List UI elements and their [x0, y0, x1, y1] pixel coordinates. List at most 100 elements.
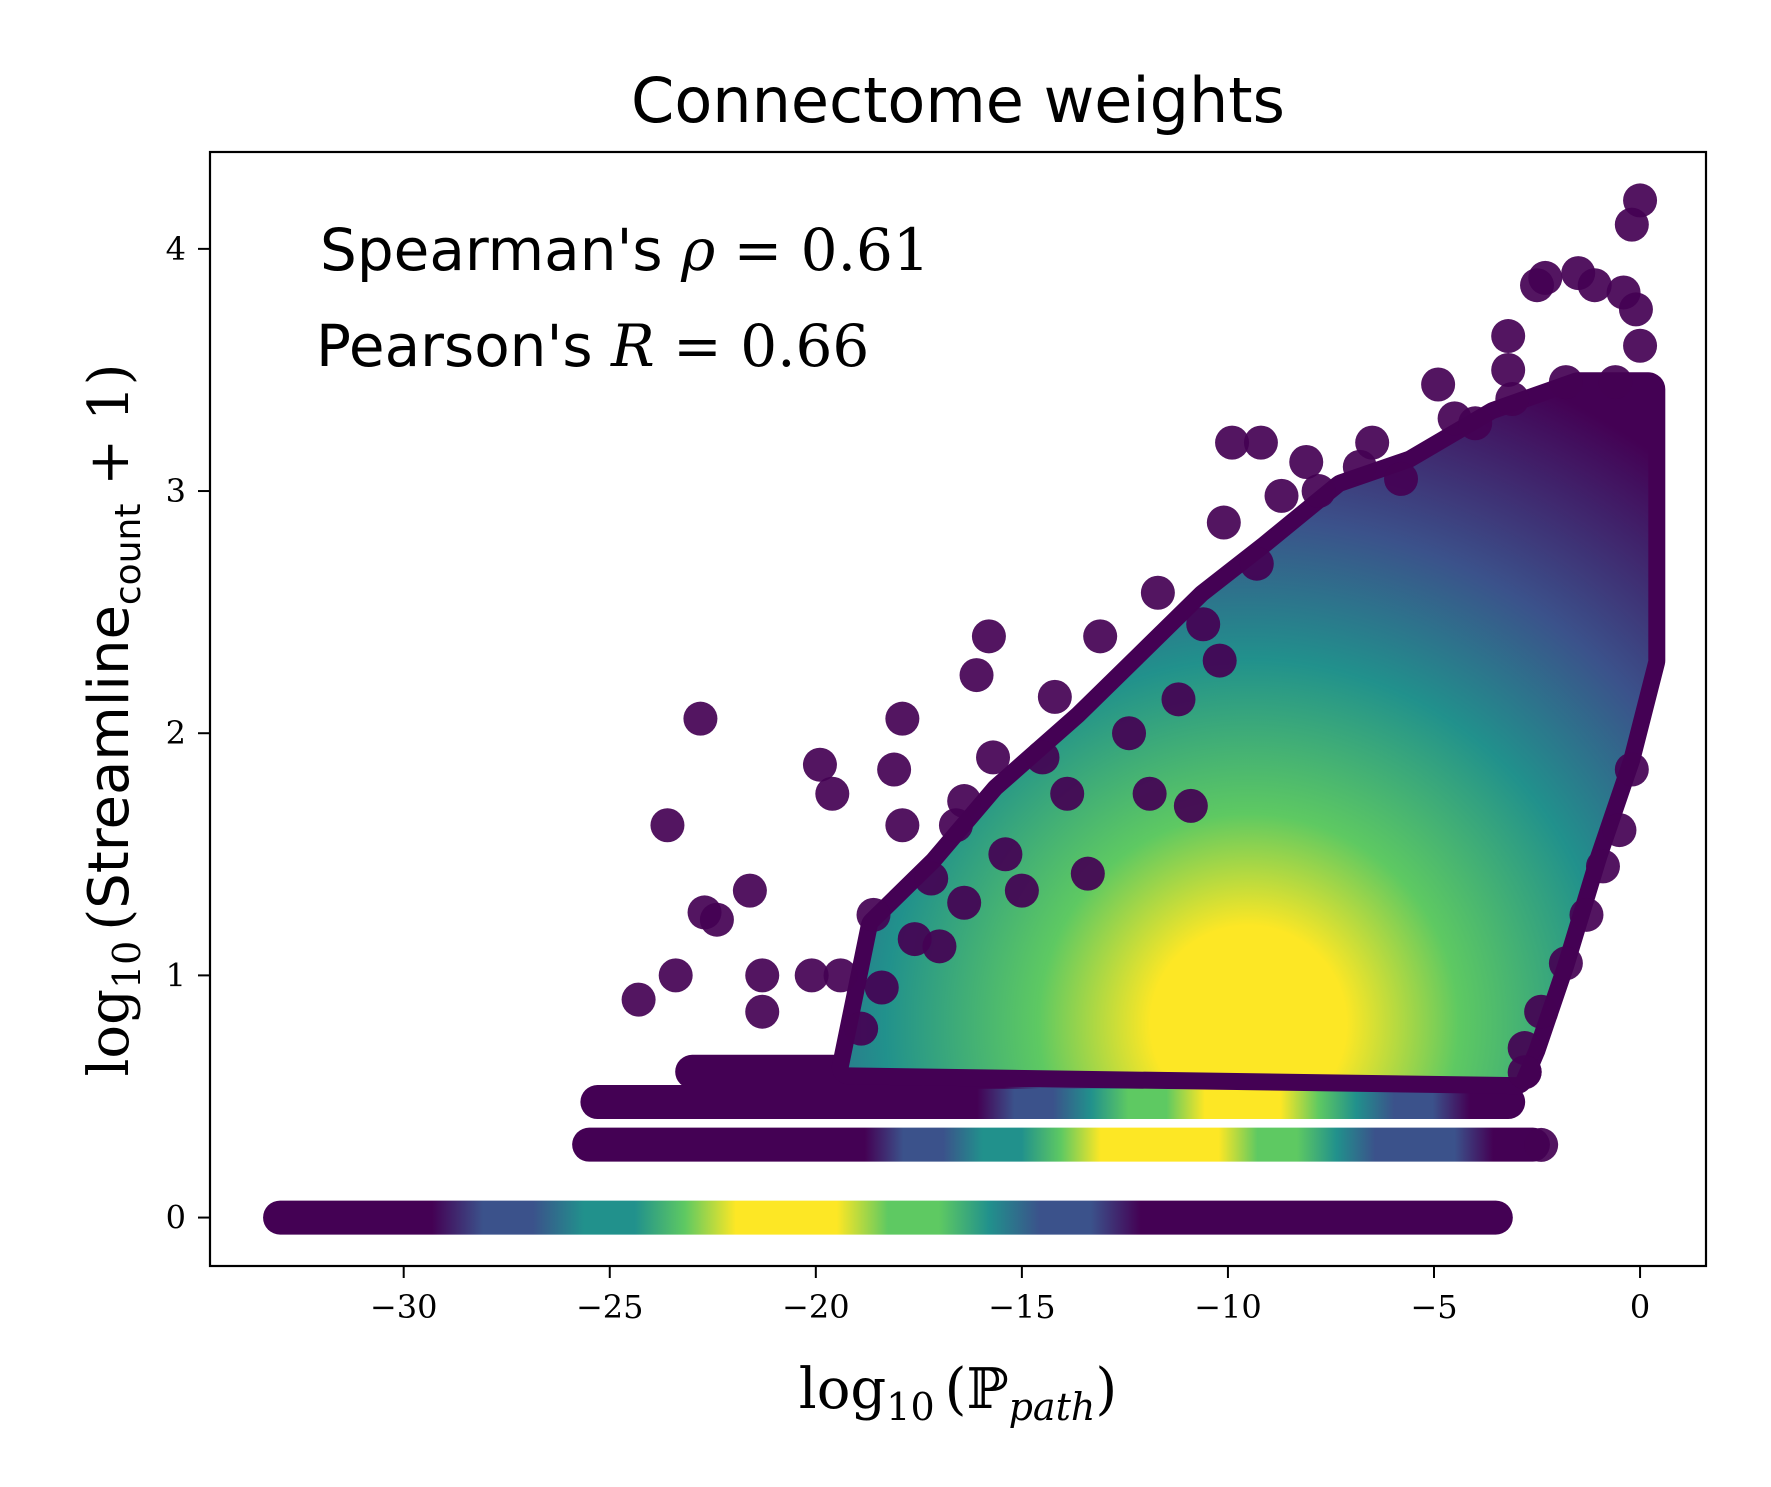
scatter-point [1384, 461, 1419, 496]
scatter-point [1507, 1055, 1542, 1090]
scatter-point [885, 808, 920, 843]
y-axis-label-sub: 10 [105, 941, 149, 989]
scatter-point [971, 619, 1006, 654]
scatter-points [621, 183, 1658, 1162]
scatter-point [1342, 449, 1377, 484]
x-axis-label-prefix: log [799, 1357, 886, 1422]
density-wedge [831, 372, 1666, 1095]
x-tick-label: −15 [988, 1288, 1056, 1326]
scatter-point [856, 897, 891, 932]
scatter-point [1491, 319, 1526, 354]
x-axis-label-open: ( [945, 1357, 967, 1422]
y-axis-label-rest: + 1 [77, 385, 142, 503]
scatter-point [1495, 382, 1530, 417]
scatter-point [1598, 365, 1633, 400]
y-axis-label-word: Streamline [77, 605, 142, 909]
scatter-point [864, 970, 899, 1005]
scatter-point [1025, 740, 1060, 775]
chart-title: Connectome weights [631, 64, 1285, 137]
x-tick-label: 0 [1630, 1288, 1650, 1326]
spearman-value: = 0.61 [715, 216, 930, 284]
scatter-point [1491, 352, 1526, 387]
scatter-point [1202, 643, 1237, 678]
spearman-symbol: ρ [680, 216, 715, 284]
scatter-point [1614, 752, 1649, 787]
plot-area [263, 183, 1666, 1235]
x-tick-label: −20 [782, 1288, 850, 1326]
scatter-point [976, 740, 1011, 775]
scatter-point [699, 902, 734, 937]
y-axis-label: log10 (Streamlinecount + 1) [77, 364, 149, 1077]
scatter-point [621, 982, 656, 1017]
scatter-point [1037, 679, 1072, 714]
pearson-value: = 0.66 [655, 312, 870, 380]
density-band [580, 1085, 1526, 1120]
scatter-point [1239, 546, 1274, 581]
scatter-point [1421, 367, 1456, 402]
scatter-point [1070, 856, 1105, 891]
scatter-point [1206, 505, 1241, 540]
spearman-name: Spearman's [320, 216, 681, 284]
scatter-point [877, 752, 912, 787]
scatter-point [794, 958, 829, 993]
x-tick-label: −10 [1194, 1288, 1262, 1326]
scatter-point [745, 994, 780, 1029]
y-tick-label: 4 [166, 230, 186, 268]
scatter-point [1083, 619, 1118, 654]
pearson-annotation: Pearson's R = 0.66 [316, 312, 869, 380]
scatter-point [802, 747, 837, 782]
scatter-point [1243, 425, 1278, 460]
scatter-point [823, 958, 858, 993]
scatter-point [1528, 260, 1563, 295]
y-tick-label: 0 [166, 1199, 186, 1237]
scatter-point [1623, 328, 1658, 363]
scatter-point [1289, 444, 1324, 479]
scatter-point [1524, 994, 1559, 1029]
scatter-point [959, 658, 994, 693]
scatter-point [1548, 365, 1583, 400]
scatter-point [947, 885, 982, 920]
x-tick-label: −5 [1410, 1288, 1457, 1326]
scatter-point [1569, 897, 1604, 932]
density-band [572, 1127, 1550, 1162]
scatter-point [1585, 849, 1620, 884]
x-axis-label-symbol-sub: path [1009, 1385, 1096, 1429]
scatter-point [1186, 607, 1221, 642]
scatter-point [1602, 813, 1637, 848]
x-axis-label-sub: 10 [886, 1385, 934, 1429]
spearman-annotation: Spearman's ρ = 0.61 [320, 216, 930, 284]
x-axis-ticks: −30 −25 −20 −15 −10 −5 0 [370, 1266, 1650, 1326]
y-axis-label-word-sub: count [108, 504, 149, 606]
scatter-point [745, 958, 780, 993]
plot-frame [208, 150, 1708, 1268]
y-axis-label-prefix: log [77, 989, 142, 1076]
scatter-point [1618, 292, 1653, 327]
scatter-point [1301, 474, 1336, 509]
scatter-point [988, 837, 1023, 872]
scatter-point [650, 808, 685, 843]
pearson-symbol: R [610, 312, 655, 380]
x-axis-label-symbol: ℙ [967, 1357, 1009, 1422]
density-band [263, 1200, 1513, 1235]
scatter-point [938, 808, 973, 843]
scatter-point [1173, 788, 1208, 823]
y-axis-ticks: 0 1 2 3 4 [166, 230, 210, 1237]
scatter-point [732, 873, 767, 908]
x-tick-label: −30 [370, 1288, 438, 1326]
scatter-point [1132, 776, 1167, 811]
x-tick-label: −25 [576, 1288, 644, 1326]
scatter-point [1577, 268, 1612, 303]
scatter-point [658, 958, 693, 993]
scatter-point [1623, 183, 1658, 218]
x-axis-label-close: ) [1095, 1357, 1117, 1422]
y-tick-label: 2 [166, 714, 186, 752]
scatter-point [1140, 575, 1175, 610]
scatter-point [1507, 1031, 1542, 1066]
x-axis-label: log10 (ℙpath) [799, 1357, 1117, 1429]
pearson-name: Pearson's [316, 312, 611, 380]
y-axis-label-open: ( [77, 909, 142, 931]
scatter-point [1161, 682, 1196, 717]
scatter-point [914, 861, 949, 896]
scatter-point [1215, 425, 1250, 460]
